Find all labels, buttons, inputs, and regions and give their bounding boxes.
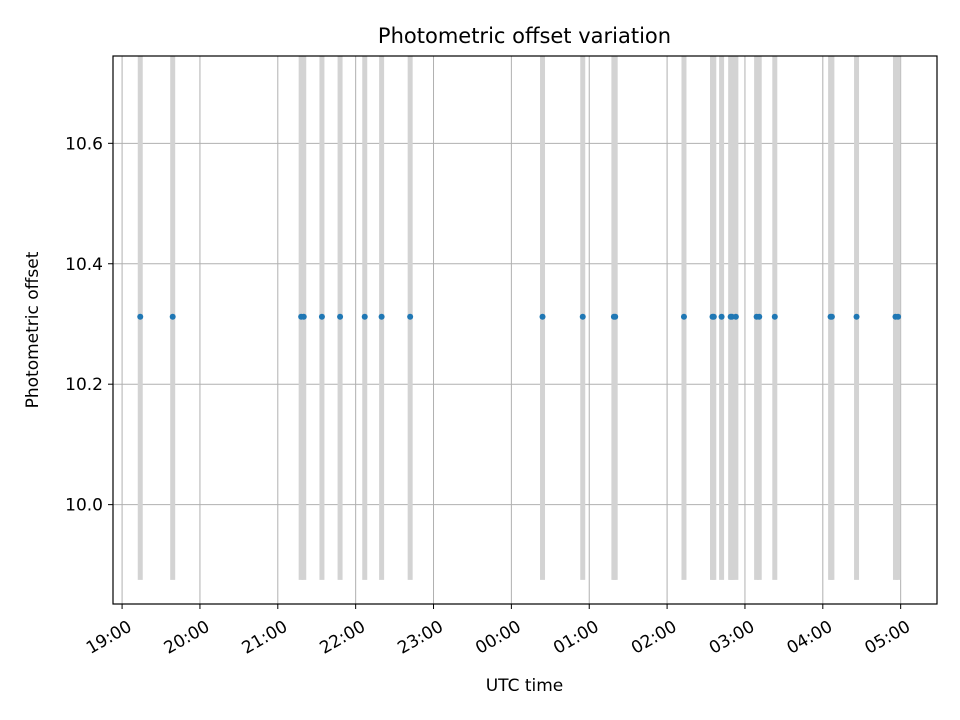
y-tick-label: 10.6 bbox=[65, 134, 103, 154]
data-point bbox=[895, 313, 902, 320]
grid bbox=[113, 56, 937, 604]
y-axis-label: Photometric offset bbox=[23, 251, 43, 408]
data-point bbox=[407, 313, 414, 320]
data-point bbox=[318, 313, 325, 320]
data-point bbox=[680, 313, 687, 320]
data-point bbox=[756, 313, 763, 320]
data-point bbox=[169, 313, 176, 320]
data-point bbox=[718, 313, 725, 320]
data-point bbox=[579, 313, 586, 320]
data-point bbox=[771, 313, 778, 320]
x-axis-label: UTC time bbox=[486, 676, 564, 696]
y-tick-label: 10.0 bbox=[65, 496, 103, 516]
data-point bbox=[612, 313, 619, 320]
data-point bbox=[853, 313, 860, 320]
y-tick-label: 10.2 bbox=[65, 375, 103, 395]
data-point bbox=[300, 313, 307, 320]
data-point bbox=[539, 313, 546, 320]
chart-title: Photometric offset variation bbox=[378, 24, 671, 48]
data-points bbox=[137, 313, 902, 320]
data-point bbox=[361, 313, 368, 320]
data-point bbox=[378, 313, 385, 320]
data-point bbox=[137, 313, 144, 320]
y-axis: 10.0 10.2 10.4 10.6 bbox=[65, 134, 113, 516]
data-point bbox=[828, 313, 835, 320]
plot-area-frame bbox=[112, 55, 938, 605]
data-point bbox=[732, 313, 739, 320]
data-point bbox=[337, 313, 344, 320]
data-point bbox=[710, 313, 717, 320]
y-tick-label: 10.4 bbox=[65, 255, 103, 275]
